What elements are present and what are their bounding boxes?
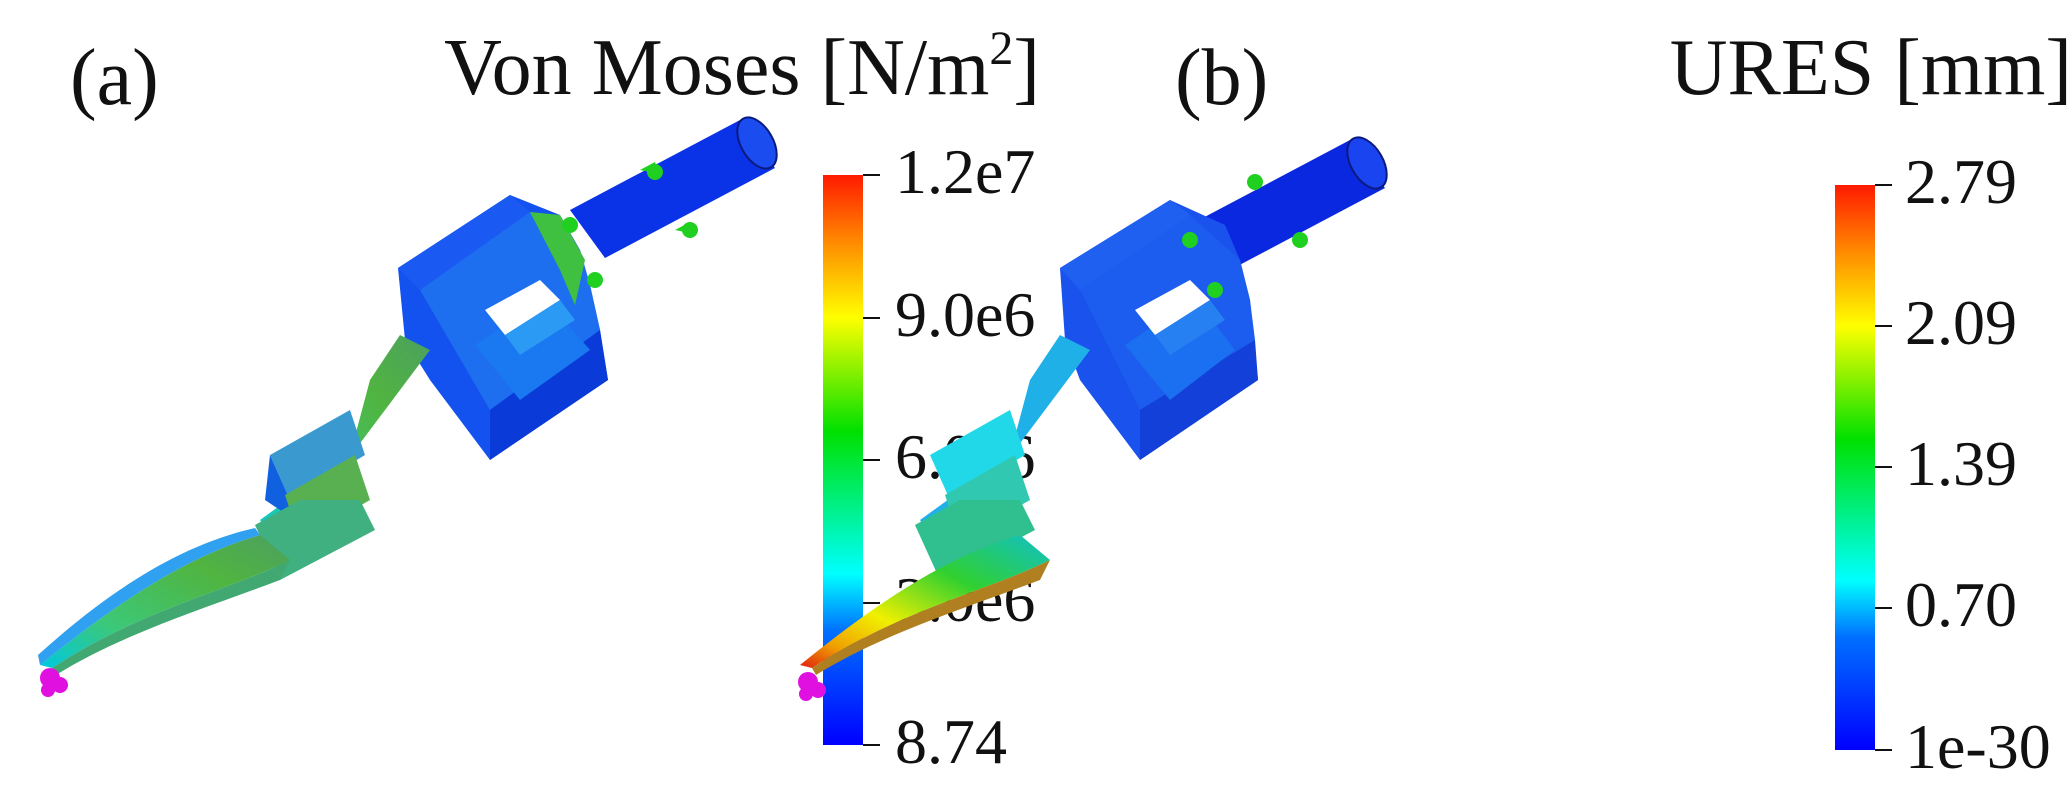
stress-plot-model — [38, 116, 880, 746]
colorbar-b-tick-2: 2.09 — [1905, 287, 2017, 358]
shaft-a — [570, 116, 778, 258]
displacement-plot-model — [798, 136, 1892, 751]
lever-tip-b — [800, 535, 1050, 675]
box-block-a — [398, 195, 608, 460]
colorbar-b-tick-4: 0.70 — [1905, 569, 2017, 640]
lever-tip-a — [38, 528, 290, 675]
box-block-b — [1060, 200, 1258, 460]
colorbar-b-tick-3: 1.39 — [1905, 428, 2017, 499]
colorbar-b-tick-1: 2.79 — [1905, 146, 2017, 217]
colorbar-a-tick-5: 8.74 — [895, 706, 1007, 777]
fixture-marker-b — [798, 672, 826, 701]
panel-b-title: URES [mm] — [1669, 24, 2072, 112]
colorbar-a-tick-1: 1.2e7 — [895, 136, 1036, 207]
panel-label-b: (b) — [1175, 34, 1269, 122]
load-markers-b — [1182, 174, 1308, 298]
panel-a-title: Von Moses [N/m2] — [444, 22, 1040, 112]
arm-b — [915, 335, 1090, 580]
colorbar-a-tick-2: 9.0e6 — [895, 279, 1036, 350]
fixture-marker-a — [40, 668, 68, 697]
panel-label-a: (a) — [70, 34, 159, 122]
panel-a: (a) Von Moses [N/m2] — [38, 22, 1040, 777]
colorbar-b — [1835, 184, 1892, 751]
load-markers-a — [562, 162, 698, 288]
colorbar-b-tick-5: 1e-30 — [1905, 711, 2051, 782]
panel-b: (b) URES [mm] — [798, 0, 2072, 810]
arm-a — [255, 335, 430, 580]
